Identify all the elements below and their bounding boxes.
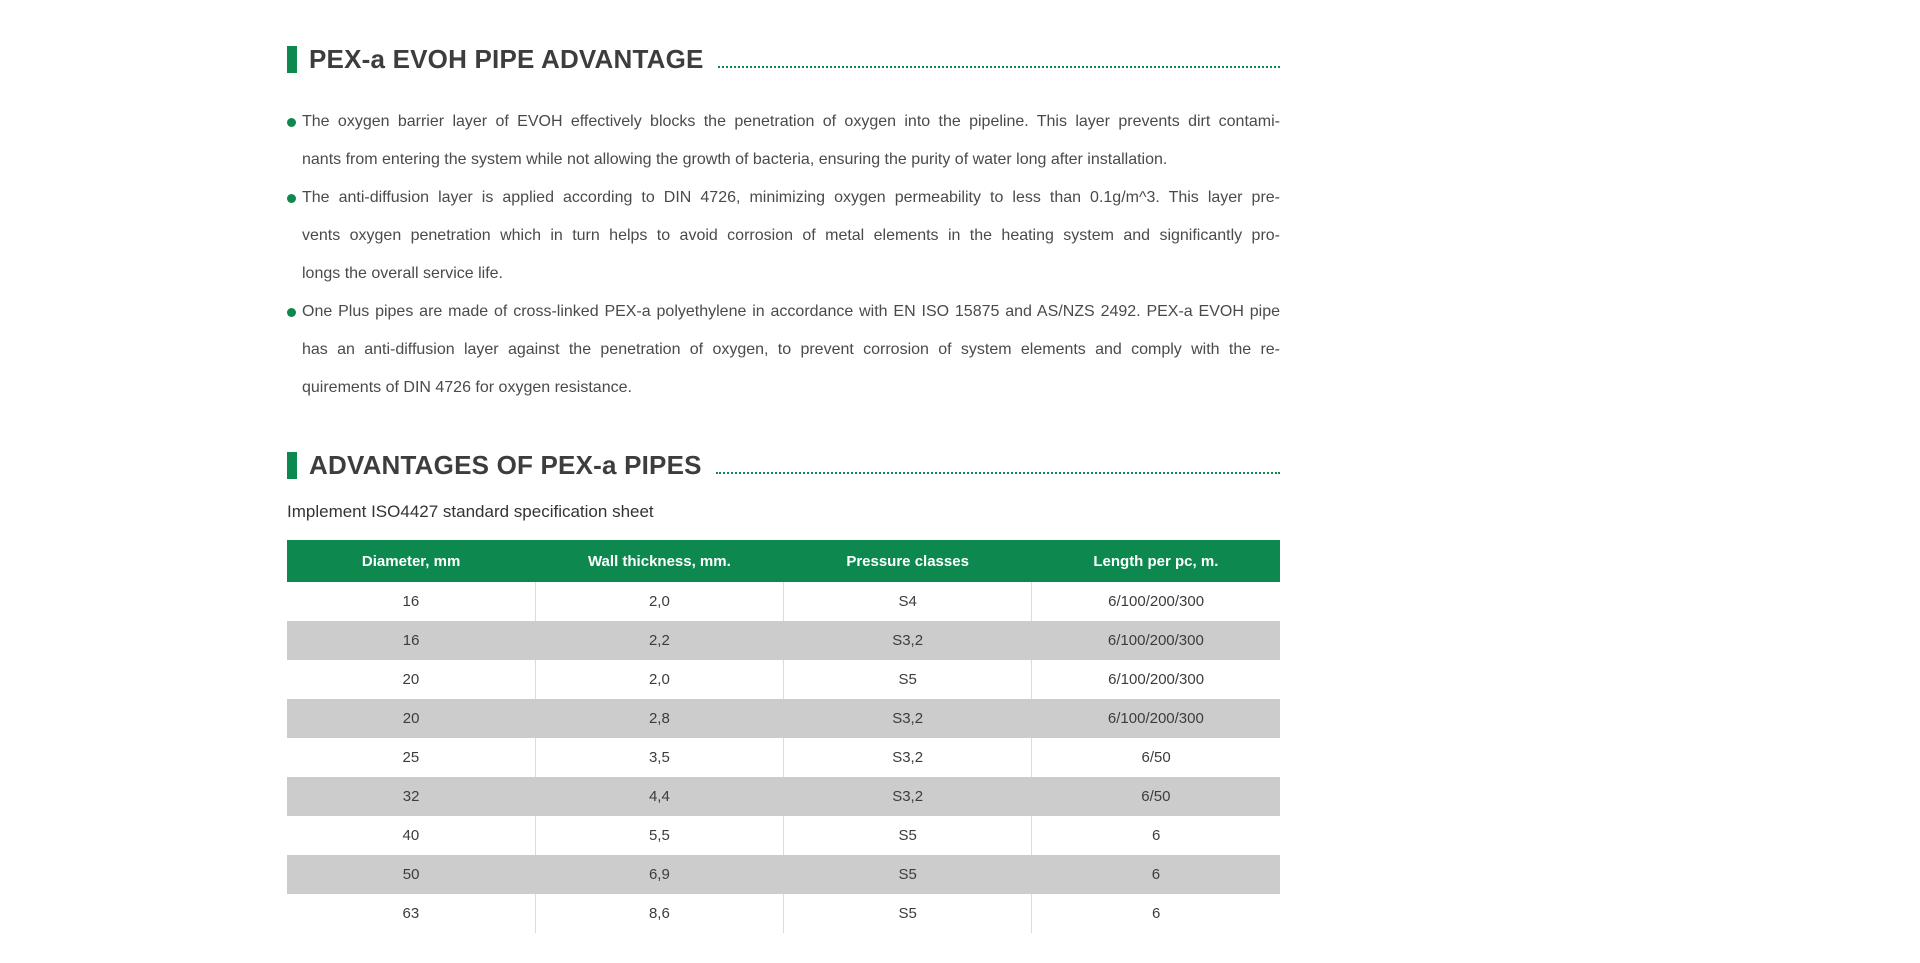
bullet-text: The anti-diffusion layer is applied acco… [302,179,1280,293]
bullet-line: The anti-diffusion layer is applied acco… [302,189,1280,206]
table-row: 32 4,4 S3,2 6/50 [287,777,1280,816]
bullet-item: One Plus pipes are made of cross-linked … [287,293,1280,407]
table-cell: 32 [402,788,420,805]
table-cell: 25 [287,738,536,777]
table-row: 63 8,6 S5 6 [287,894,1280,933]
table-cell: 6/50 [1141,749,1171,766]
table-cell: S5 [783,894,1033,933]
dotted-leader [717,66,1280,68]
section-heading-evoh-advantage: PEX-a EVOH PIPE ADVANTAGE [287,44,1280,74]
table-cell: 3,5 [535,738,785,777]
bullet-item: The oxygen barrier layer of EVOH effecti… [287,103,1280,179]
bullet-text: One Plus pipes are made of cross-linked … [302,293,1280,407]
table-header-cell-length-per-pc: Length per pc, m. [1031,540,1280,582]
table-cell: S3,2 [892,710,924,727]
table-cell: 6/100/200/300 [1107,710,1204,727]
bullet-dot-icon [287,194,296,203]
heading-accent-bar-icon [287,451,297,479]
table-header-cell-pressure-classes: Pressure classes [783,540,1032,582]
table-cell: 6,9 [648,866,670,883]
table-cell: S3,2 [892,632,924,649]
table-cell: 6 [1151,905,1161,922]
table-header-row: Diameter, mm Wall thickness, mm. Pressur… [287,540,1280,582]
bullet-line: nants from entering the system while not… [302,151,1168,168]
bullet-dot-icon [287,118,296,127]
table-cell: 6/50 [1141,788,1171,805]
bullet-line: vents oxygen penetration which in turn h… [302,227,1280,244]
table-cell: 50 [402,866,420,883]
table-cell: 5,5 [535,816,785,855]
table-row: 40 5,5 S5 6 [287,816,1280,855]
table-cell: 6/100/200/300 [1108,593,1205,610]
table-cell: 6 [1151,866,1161,883]
dotted-leader [715,472,1280,474]
table-row: 20 2,8 S3,2 6/100/200/300 [287,699,1280,738]
bullet-dot-icon [287,308,296,317]
bullet-line: One Plus pipes are made of cross-linked … [302,303,1280,320]
section-heading-pexa-pipes: ADVANTAGES OF PEX-a PIPES [287,450,1280,480]
table-cell: 16 [287,582,536,621]
table-cell: 6 [1151,827,1161,844]
table-cell: S5 [783,816,1033,855]
table-cell: S4 [783,582,1033,621]
table-row: 20 2,0 S5 6/100/200/300 [287,660,1280,699]
table-cell: S5 [898,866,917,883]
spec-table: Diameter, mm Wall thickness, mm. Pressur… [287,540,1280,933]
table-row: 16 2,2 S3,2 6/100/200/300 [287,621,1280,660]
heading-accent-bar-icon [287,45,297,73]
table-row: 50 6,9 S5 6 [287,855,1280,894]
table-header-cell-wall-thickness: Wall thickness, mm. [535,540,784,582]
table-row: 16 2,0 S4 6/100/200/300 [287,582,1280,621]
bullet-item: The anti-diffusion layer is applied acco… [287,179,1280,293]
section-title: ADVANTAGES OF PEX-a PIPES [309,449,702,480]
table-cell: 16 [402,632,420,649]
spec-table-body: 16 2,0 S4 6/100/200/300 16 2,2 S3,2 6/10… [287,582,1280,933]
table-cell: 63 [287,894,536,933]
table-cell: 2,0 [535,660,785,699]
table-cell: 2,2 [648,632,670,649]
table-cell: S5 [783,660,1033,699]
bullet-line: The oxygen barrier layer of EVOH effecti… [302,113,1280,130]
bullet-line: quirements of DIN 4726 for oxygen resist… [302,379,632,396]
table-header-cell-diameter: Diameter, mm [287,540,536,582]
page-content: PEX-a EVOH PIPE ADVANTAGE The oxygen bar… [287,0,1280,933]
table-cell: 40 [287,816,536,855]
table-cell: 6/100/200/300 [1107,632,1204,649]
table-cell: 8,6 [535,894,785,933]
table-cell: 20 [402,710,420,727]
spec-table-header: Diameter, mm Wall thickness, mm. Pressur… [287,540,1280,582]
bullet-text: The oxygen barrier layer of EVOH effecti… [302,103,1280,179]
table-cell: 2,8 [648,710,670,727]
table-cell: S3,2 [892,788,924,805]
table-intro-text: Implement ISO4427 standard specification… [287,502,654,521]
section-title: PEX-a EVOH PIPE ADVANTAGE [309,43,704,74]
bullet-line: longs the overall service life. [302,265,503,282]
bullet-line: has an anti-diffusion layer against the … [302,341,1280,358]
table-cell: S3,2 [783,738,1033,777]
table-cell: 4,4 [648,788,670,805]
table-cell: 2,0 [535,582,785,621]
table-cell: 6/100/200/300 [1108,671,1205,688]
table-cell: 20 [287,660,536,699]
table-row: 25 3,5 S3,2 6/50 [287,738,1280,777]
bullet-list: The oxygen barrier layer of EVOH effecti… [287,103,1280,407]
